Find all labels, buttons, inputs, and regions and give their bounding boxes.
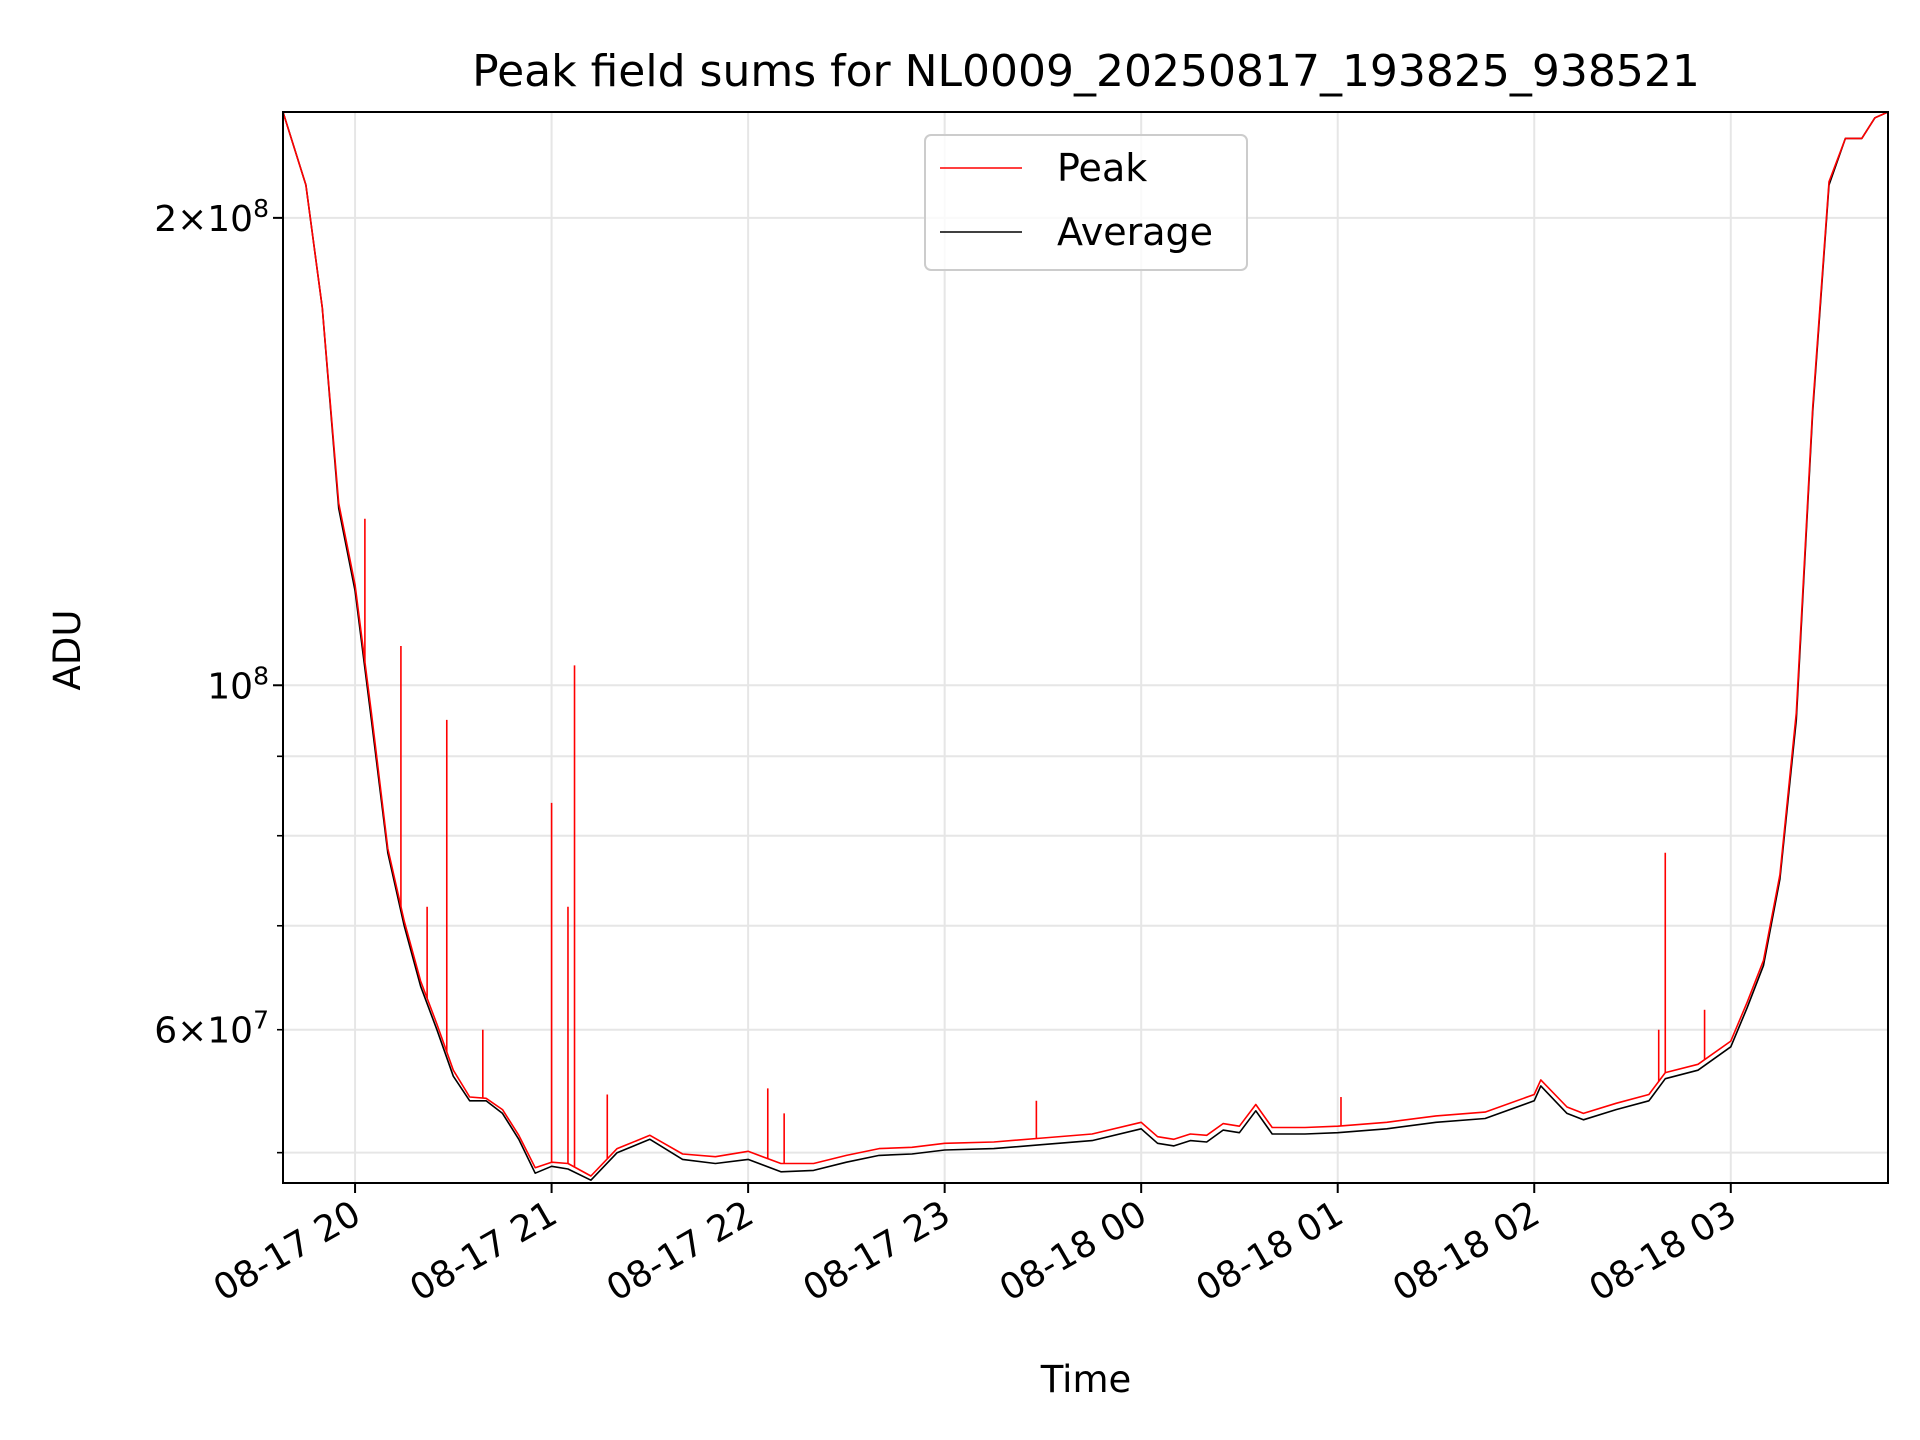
plot-frame	[282, 111, 1889, 1184]
y-tick-label-minor: 6×107	[154, 1006, 269, 1052]
x-axis-label: Time	[1040, 1358, 1132, 1401]
y-axis-label: ADU	[46, 610, 89, 691]
series-group	[283, 112, 1888, 1181]
chart-title: Peak field sums for NL0009_20250817_1938…	[472, 46, 1700, 97]
y-tick-label: 2×108	[154, 194, 269, 240]
plot-series	[283, 112, 1888, 1181]
series-line-peak	[283, 112, 1888, 1177]
legend-label-peak: Peak	[1057, 146, 1147, 190]
legend-label-average: Average	[1057, 210, 1213, 254]
y-tick-label: 108	[207, 661, 269, 707]
legend: Peak Average	[924, 134, 1248, 271]
series-line-average	[283, 112, 1888, 1181]
